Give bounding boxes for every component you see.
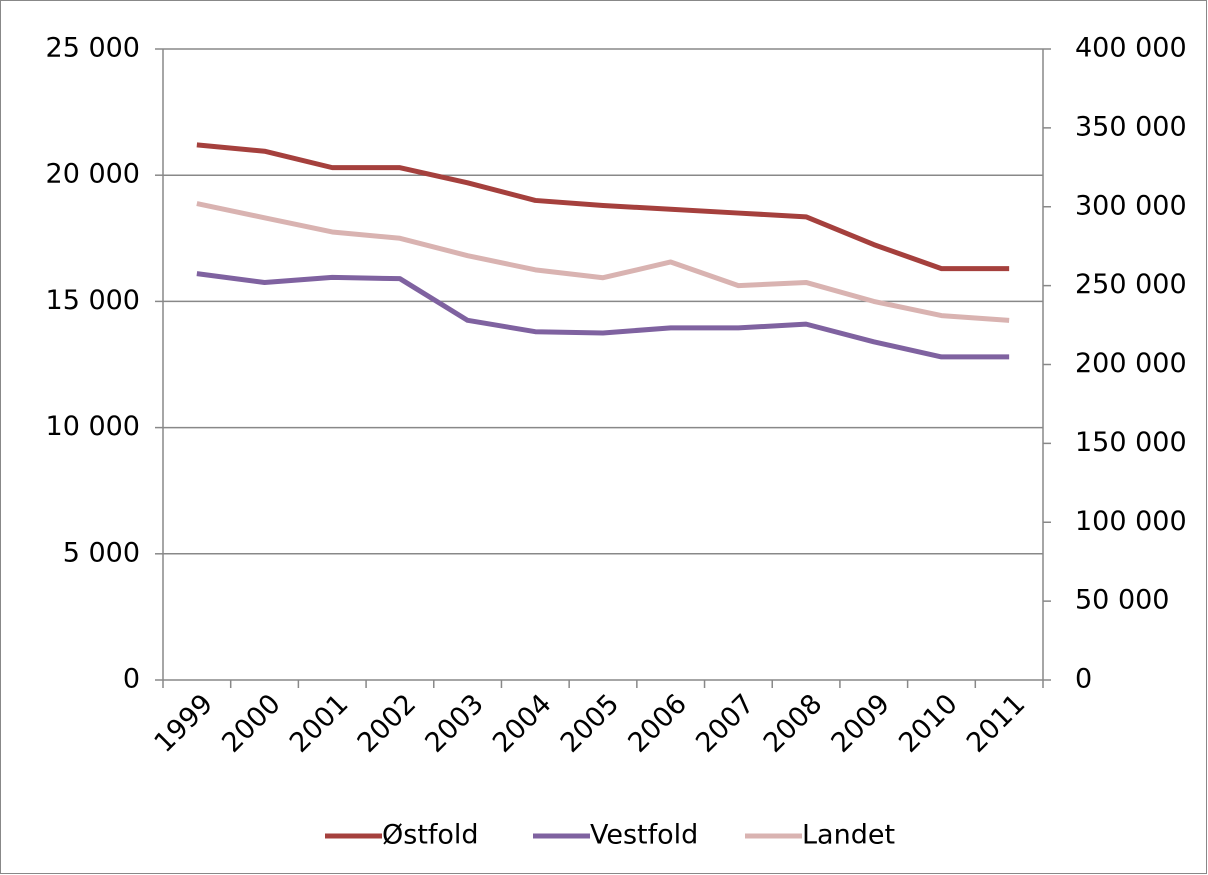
series-line <box>196 142 1010 272</box>
y-tick-label: 0 <box>123 664 140 695</box>
y2-tick-label: 400 000 <box>1075 33 1187 64</box>
y2-tick-label: 150 000 <box>1075 427 1187 458</box>
legend-label: Østfold <box>382 820 479 851</box>
y-tick-label: 20 000 <box>46 159 140 190</box>
y2-tick-label: 50 000 <box>1075 585 1169 616</box>
series-line <box>196 271 1010 360</box>
y2-tick-label: 350 000 <box>1075 111 1187 142</box>
y2-tick-label: 300 000 <box>1075 190 1187 221</box>
y2-tick-label: 200 000 <box>1075 348 1187 379</box>
y2-tick-label: 0 <box>1075 664 1092 695</box>
y-tick-label: 25 000 <box>46 33 140 64</box>
y-tick-label: 5 000 <box>63 537 140 568</box>
legend-label: Vestfold <box>590 820 698 851</box>
y2-tick-label: 100 000 <box>1075 506 1187 537</box>
y2-tick-label: 250 000 <box>1075 269 1187 300</box>
y-tick-label: 15 000 <box>46 285 140 316</box>
legend-label: Landet <box>802 820 895 851</box>
series-line <box>196 201 1010 323</box>
y-tick-label: 10 000 <box>46 411 140 442</box>
